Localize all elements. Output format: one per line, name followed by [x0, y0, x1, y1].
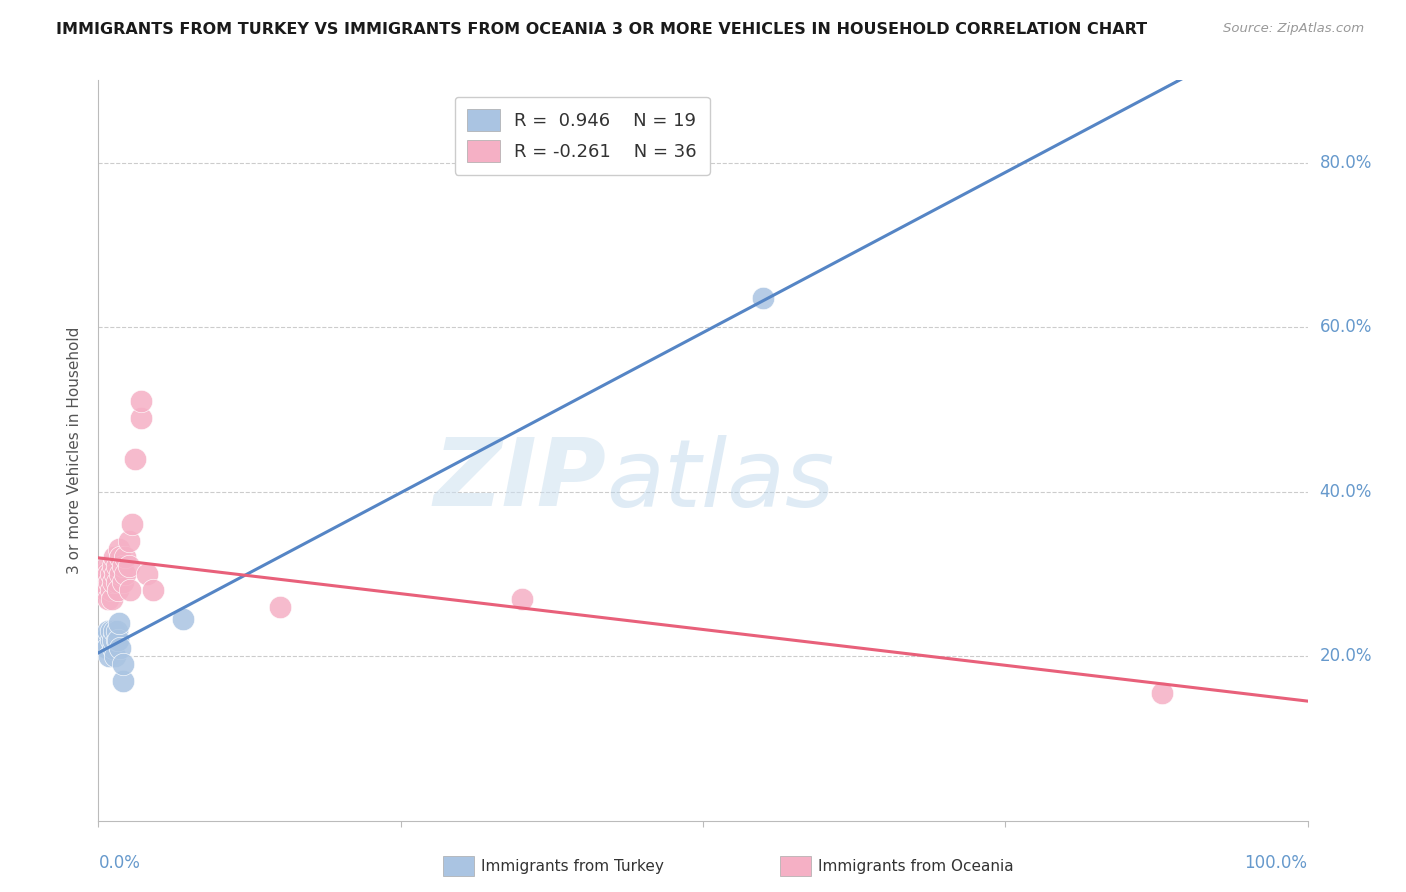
Text: 0.0%: 0.0% — [98, 854, 141, 872]
Point — [114, 550, 136, 565]
Point — [105, 632, 128, 647]
Text: 40.0%: 40.0% — [1320, 483, 1372, 500]
Point — [752, 291, 775, 305]
Point — [135, 566, 157, 581]
Point — [103, 624, 125, 639]
Point — [97, 624, 120, 639]
Text: ZIP: ZIP — [433, 434, 606, 526]
Point — [96, 640, 118, 655]
Point — [103, 550, 125, 565]
Point — [121, 517, 143, 532]
Point — [108, 566, 131, 581]
Text: Immigrants from Oceania: Immigrants from Oceania — [818, 859, 1014, 873]
Point — [101, 632, 124, 647]
Point — [108, 550, 131, 565]
Point — [105, 575, 128, 590]
Text: 20.0%: 20.0% — [1320, 647, 1372, 665]
Text: 100.0%: 100.0% — [1244, 854, 1308, 872]
Point — [172, 612, 194, 626]
Point — [111, 558, 134, 573]
Text: Source: ZipAtlas.com: Source: ZipAtlas.com — [1223, 22, 1364, 36]
Text: 80.0%: 80.0% — [1320, 153, 1372, 171]
Point — [124, 451, 146, 466]
Point — [114, 566, 136, 581]
Legend: R =  0.946    N = 19, R = -0.261    N = 36: R = 0.946 N = 19, R = -0.261 N = 36 — [454, 96, 710, 175]
Point — [98, 575, 121, 590]
Point — [111, 657, 134, 672]
Text: Immigrants from Turkey: Immigrants from Turkey — [481, 859, 664, 873]
Point — [93, 566, 115, 581]
Point — [98, 649, 121, 664]
Point — [91, 575, 114, 590]
Point — [101, 575, 124, 590]
Point — [100, 632, 122, 647]
Point — [111, 575, 134, 590]
Point — [107, 632, 129, 647]
Point — [93, 632, 115, 647]
Point — [97, 591, 120, 606]
Point — [104, 649, 127, 664]
Point — [111, 673, 134, 688]
Point — [105, 558, 128, 573]
Point — [118, 583, 141, 598]
Y-axis label: 3 or more Vehicles in Household: 3 or more Vehicles in Household — [67, 326, 83, 574]
Point — [129, 410, 152, 425]
Point — [105, 624, 128, 639]
Point — [96, 558, 118, 573]
Point — [100, 583, 122, 598]
Point — [1152, 686, 1174, 700]
Point — [100, 624, 122, 639]
Point — [129, 394, 152, 409]
Text: 60.0%: 60.0% — [1320, 318, 1372, 336]
Point — [118, 558, 141, 573]
Point — [100, 566, 122, 581]
Point — [97, 566, 120, 581]
Point — [269, 599, 291, 614]
Point — [510, 591, 533, 606]
Point — [104, 566, 127, 581]
Point — [94, 583, 117, 598]
Text: atlas: atlas — [606, 434, 835, 525]
Point — [101, 558, 124, 573]
Point — [101, 640, 124, 655]
Point — [142, 583, 165, 598]
Point — [108, 640, 131, 655]
Point — [108, 542, 131, 557]
Point — [107, 583, 129, 598]
Text: IMMIGRANTS FROM TURKEY VS IMMIGRANTS FROM OCEANIA 3 OR MORE VEHICLES IN HOUSEHOL: IMMIGRANTS FROM TURKEY VS IMMIGRANTS FRO… — [56, 22, 1147, 37]
Point — [100, 591, 122, 606]
Point — [108, 616, 131, 631]
Point — [118, 533, 141, 548]
